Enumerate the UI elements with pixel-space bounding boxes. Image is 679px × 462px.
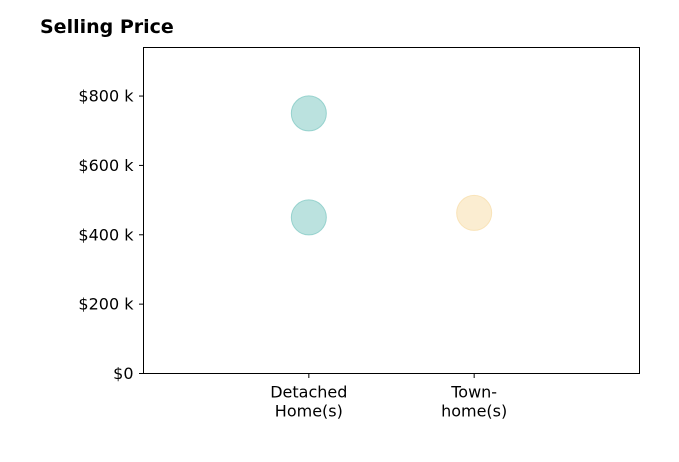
points-layer [290,95,493,236]
data-point [290,199,327,236]
plot-area-frame [143,47,640,374]
data-point [456,194,493,231]
x-tick-label: Detached Home(s) [270,383,347,421]
y-tick-label: $400 k [78,225,134,244]
y-tick-label: $600 k [78,156,134,175]
ticks-layer: $0 $200 k $400 k $600 k $800 k Detached Home(s… [78,87,507,421]
y-tick-label: $200 k [78,295,134,314]
y-tick-label: $0 [113,364,133,383]
chart-title: Selling Price [40,16,174,38]
y-tick-label: $800 k [78,87,134,106]
data-point [290,95,327,132]
x-tick-label: Town-home(s) [441,383,507,421]
